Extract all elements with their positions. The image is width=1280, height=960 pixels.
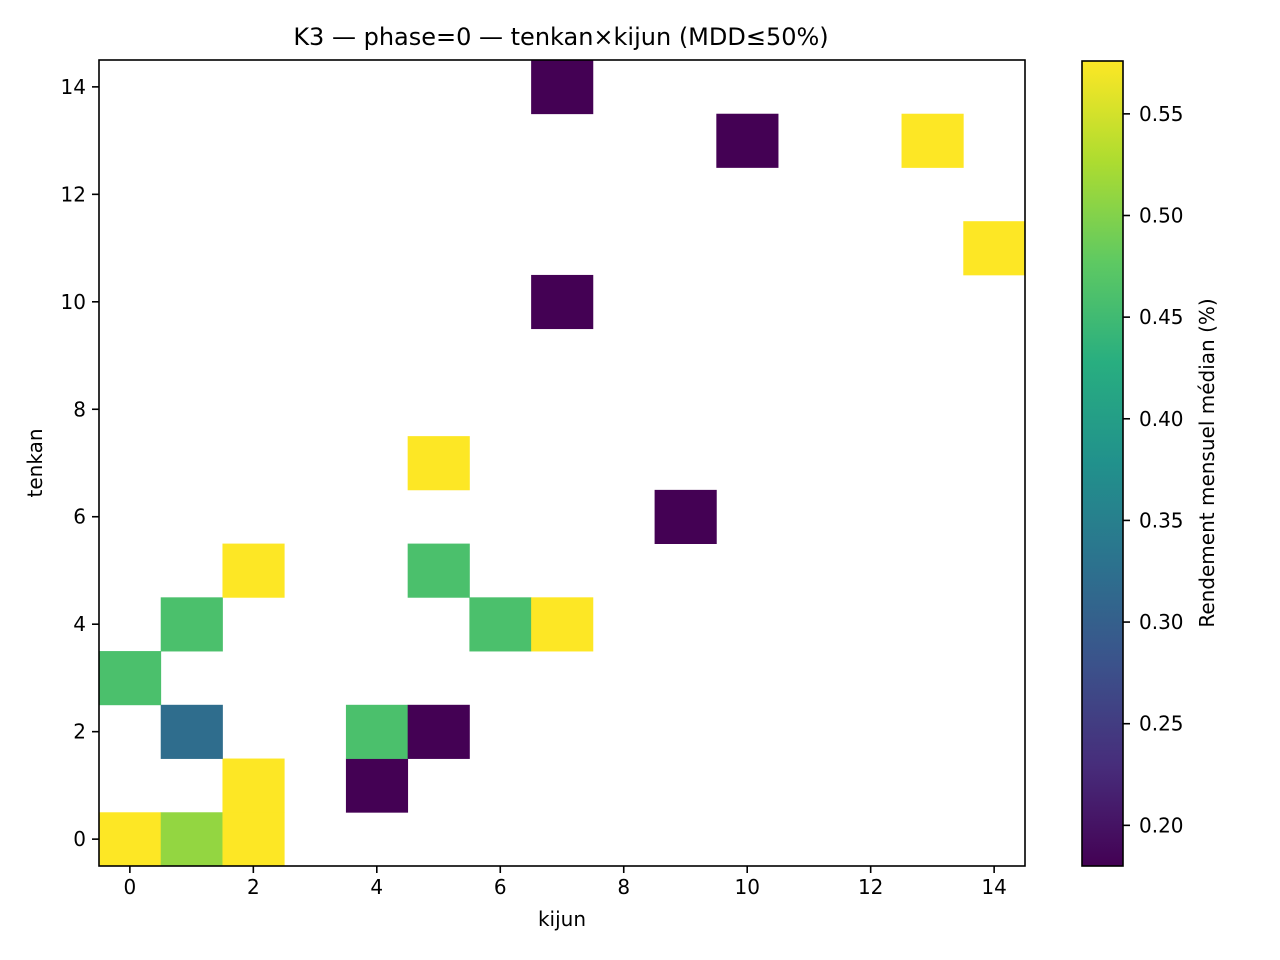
heatmap-cell bbox=[531, 60, 594, 115]
y-tick-label: 10 bbox=[61, 290, 86, 314]
heatmap-cell bbox=[531, 274, 594, 330]
heatmap-cell bbox=[345, 704, 409, 759]
heatmap-cell bbox=[222, 758, 285, 813]
heatmap-cells bbox=[99, 60, 1026, 867]
heatmap-cell bbox=[963, 221, 1026, 276]
heatmap-cell bbox=[99, 812, 162, 867]
heatmap-cell bbox=[407, 543, 470, 598]
heatmap-cell bbox=[407, 704, 470, 759]
x-axis-ticks: 0 2 4 6 8 10 12 14 bbox=[123, 866, 1007, 899]
y-axis-ticks: 0 2 4 6 8 10 12 14 bbox=[61, 75, 99, 851]
heatmap-cell bbox=[531, 597, 594, 652]
colorbar-tick-label: 0.45 bbox=[1139, 305, 1184, 329]
heatmap-cell bbox=[160, 704, 223, 759]
x-tick-label: 6 bbox=[494, 875, 507, 899]
heatmap-cell bbox=[716, 113, 779, 168]
colorbar-tick-label: 0.40 bbox=[1139, 407, 1184, 431]
heatmap-cell bbox=[407, 436, 470, 491]
y-tick-label: 14 bbox=[61, 75, 86, 99]
y-tick-label: 6 bbox=[73, 505, 86, 529]
y-tick-label: 4 bbox=[73, 612, 86, 636]
colorbar bbox=[1081, 60, 1124, 867]
heatmap-cell bbox=[222, 812, 285, 867]
heatmap-cell bbox=[654, 489, 717, 544]
heatmap-cell bbox=[222, 543, 285, 598]
heatmap-cell bbox=[469, 597, 532, 652]
x-axis-label: kijun bbox=[538, 907, 586, 931]
colorbar-tick-label: 0.20 bbox=[1139, 813, 1184, 837]
colorbar-ticks: 0.20 0.25 0.30 0.35 0.40 0.45 0.50 0.55 bbox=[1123, 102, 1184, 837]
x-tick-label: 10 bbox=[734, 875, 759, 899]
y-axis-label: tenkan bbox=[23, 429, 47, 498]
heatmap-cell bbox=[99, 651, 162, 706]
y-tick-label: 0 bbox=[73, 827, 86, 851]
x-tick-label: 14 bbox=[981, 875, 1006, 899]
heatmap-cell bbox=[160, 812, 223, 867]
heatmap-cell bbox=[901, 113, 964, 168]
colorbar-tick-label: 0.25 bbox=[1139, 712, 1184, 736]
x-tick-label: 0 bbox=[123, 875, 136, 899]
x-tick-label: 12 bbox=[858, 875, 883, 899]
chart-title: K3 — phase=0 — tenkan×kijun (MDD≤50%) bbox=[293, 23, 828, 51]
x-tick-label: 4 bbox=[370, 875, 383, 899]
y-tick-label: 2 bbox=[73, 720, 86, 744]
y-tick-label: 12 bbox=[61, 182, 86, 206]
plot-frame bbox=[98, 59, 1026, 867]
y-tick-label: 8 bbox=[73, 397, 86, 421]
colorbar-label: Rendement mensuel médian (%) bbox=[1195, 298, 1219, 627]
x-tick-label: 8 bbox=[617, 875, 630, 899]
colorbar-tick-label: 0.50 bbox=[1139, 203, 1184, 227]
colorbar-tick-label: 0.55 bbox=[1139, 102, 1184, 126]
colorbar-tick-label: 0.35 bbox=[1139, 508, 1184, 532]
heatmap-cell bbox=[345, 758, 409, 813]
colorbar-tick-label: 0.30 bbox=[1139, 610, 1184, 634]
heatmap-cell bbox=[160, 597, 223, 652]
x-tick-label: 2 bbox=[247, 875, 260, 899]
